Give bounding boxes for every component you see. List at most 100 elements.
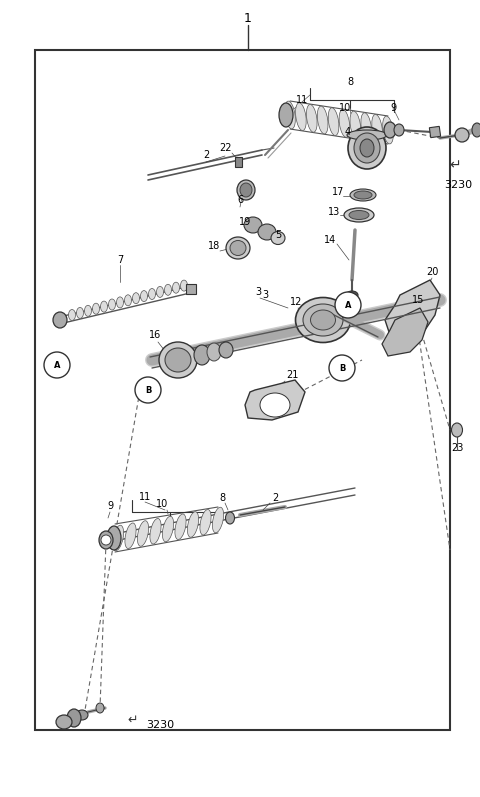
Text: 6: 6 xyxy=(237,195,243,205)
Polygon shape xyxy=(385,280,440,335)
Ellipse shape xyxy=(303,304,343,336)
Bar xyxy=(429,127,441,138)
Text: 9: 9 xyxy=(390,103,396,113)
Ellipse shape xyxy=(213,507,224,532)
Ellipse shape xyxy=(317,106,328,134)
Ellipse shape xyxy=(172,282,180,293)
Circle shape xyxy=(44,352,70,378)
Ellipse shape xyxy=(148,289,156,300)
Circle shape xyxy=(135,377,161,403)
Text: 8: 8 xyxy=(219,493,225,503)
Text: 10: 10 xyxy=(339,103,351,113)
Text: 13: 13 xyxy=(328,207,340,217)
Ellipse shape xyxy=(76,710,88,720)
Ellipse shape xyxy=(339,109,350,137)
Ellipse shape xyxy=(472,123,480,137)
Ellipse shape xyxy=(207,343,221,361)
Ellipse shape xyxy=(187,512,199,537)
Ellipse shape xyxy=(296,297,350,343)
Text: ↵: ↵ xyxy=(128,713,138,727)
Ellipse shape xyxy=(76,308,84,318)
Text: B: B xyxy=(339,363,345,372)
Text: 3: 3 xyxy=(262,290,268,300)
Text: 17: 17 xyxy=(332,187,344,197)
Text: A: A xyxy=(345,300,351,309)
Text: 23: 23 xyxy=(451,443,463,453)
Bar xyxy=(235,157,241,167)
Ellipse shape xyxy=(137,520,149,546)
Ellipse shape xyxy=(99,531,113,549)
Ellipse shape xyxy=(165,285,171,296)
Ellipse shape xyxy=(117,297,123,308)
Ellipse shape xyxy=(125,523,136,548)
Ellipse shape xyxy=(349,210,369,219)
Ellipse shape xyxy=(93,303,99,314)
Ellipse shape xyxy=(260,393,290,417)
Text: 2: 2 xyxy=(272,493,278,503)
Ellipse shape xyxy=(124,295,132,306)
Text: B: B xyxy=(145,386,151,395)
Ellipse shape xyxy=(96,703,104,713)
Ellipse shape xyxy=(237,180,255,200)
Ellipse shape xyxy=(350,189,376,201)
Ellipse shape xyxy=(306,104,317,132)
Ellipse shape xyxy=(100,301,108,312)
Text: 5: 5 xyxy=(275,230,281,240)
Text: 7: 7 xyxy=(117,255,123,265)
Ellipse shape xyxy=(226,512,235,524)
Ellipse shape xyxy=(175,514,186,540)
Text: 21: 21 xyxy=(286,370,298,380)
Ellipse shape xyxy=(328,108,339,135)
Text: 1: 1 xyxy=(244,11,252,25)
Ellipse shape xyxy=(156,286,164,297)
Ellipse shape xyxy=(452,423,463,437)
Text: A: A xyxy=(54,360,60,370)
Ellipse shape xyxy=(383,116,393,144)
Circle shape xyxy=(329,355,355,381)
Text: 3: 3 xyxy=(255,287,261,297)
Text: 8: 8 xyxy=(347,77,353,87)
Ellipse shape xyxy=(194,345,210,365)
Circle shape xyxy=(101,535,111,545)
Ellipse shape xyxy=(67,709,81,727)
Ellipse shape xyxy=(107,526,121,550)
Ellipse shape xyxy=(296,103,306,131)
Ellipse shape xyxy=(240,183,252,197)
Text: 14: 14 xyxy=(324,235,336,245)
Text: 2: 2 xyxy=(203,150,209,160)
Ellipse shape xyxy=(311,310,336,330)
Text: 22: 22 xyxy=(220,143,232,153)
Ellipse shape xyxy=(348,127,386,169)
Text: 15: 15 xyxy=(412,295,424,305)
Ellipse shape xyxy=(53,312,67,328)
Circle shape xyxy=(335,292,361,318)
Ellipse shape xyxy=(346,291,358,299)
Ellipse shape xyxy=(394,124,404,136)
Ellipse shape xyxy=(69,309,75,320)
Ellipse shape xyxy=(84,305,92,316)
Text: 3230: 3230 xyxy=(444,180,472,190)
Ellipse shape xyxy=(279,103,293,127)
Text: 4: 4 xyxy=(345,127,351,137)
Text: 20: 20 xyxy=(426,267,438,277)
Text: 16: 16 xyxy=(149,330,161,340)
Ellipse shape xyxy=(165,348,191,372)
Text: 19: 19 xyxy=(239,217,251,227)
Ellipse shape xyxy=(219,342,233,358)
Ellipse shape xyxy=(162,516,174,542)
Ellipse shape xyxy=(112,525,123,551)
Ellipse shape xyxy=(455,128,469,142)
Text: 3230: 3230 xyxy=(146,720,174,730)
Ellipse shape xyxy=(141,291,147,301)
Ellipse shape xyxy=(354,191,372,199)
Ellipse shape xyxy=(258,224,276,240)
Ellipse shape xyxy=(361,113,372,140)
Ellipse shape xyxy=(150,519,161,544)
Ellipse shape xyxy=(132,292,140,304)
Ellipse shape xyxy=(285,101,295,129)
Text: ↵: ↵ xyxy=(449,158,461,172)
Text: 10: 10 xyxy=(156,499,168,509)
Ellipse shape xyxy=(180,280,188,291)
Ellipse shape xyxy=(350,111,360,139)
Ellipse shape xyxy=(344,208,374,222)
